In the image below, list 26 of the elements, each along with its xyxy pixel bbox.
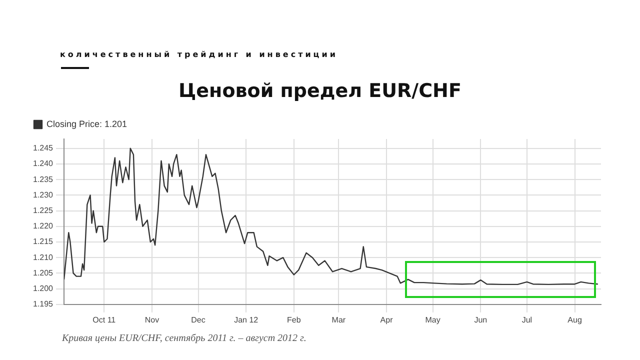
y-tick-label: 1.235 [32,174,54,184]
x-tick-label: Oct 11 [92,315,116,324]
x-tick-label: Nov [144,315,160,324]
x-tick-label: May [425,315,440,324]
y-tick-label: 1.210 [32,252,54,262]
y-tick-label: 1.240 [32,159,54,168]
x-tick-label: Mar [332,315,346,324]
y-tick-label: 1.200 [32,284,54,293]
x-tick-label: Apr [380,315,394,324]
x-tick-label: Jan 12 [234,315,259,324]
y-tick-label: 1.215 [32,237,54,246]
y-tick-label: 1.220 [32,222,54,231]
x-tick-label: Feb [287,315,302,324]
y-tick-label: 1.245 [32,144,54,153]
x-tick-label: Jun [474,315,488,324]
x-tick-label: Dec [191,315,206,324]
y-tick-label: 1.230 [32,190,54,200]
y-tick-label: 1.225 [32,206,54,215]
chart-subtitle: количественный трейдинг и инвестиции [60,50,338,59]
x-tick-label: Aug [568,315,582,324]
x-tick-label: Jul [522,315,532,324]
y-tick-label: 1.195 [32,300,54,309]
text: Кривая цены EUR/CHF, сентябрь 2011 г. – август 2012 г. [62,333,306,344]
y-tick-label: 1.205 [32,268,54,278]
chart-title: Ценовой предел EUR/CHF [178,80,462,102]
legend-label: Closing Price: 1.201 [46,118,128,129]
